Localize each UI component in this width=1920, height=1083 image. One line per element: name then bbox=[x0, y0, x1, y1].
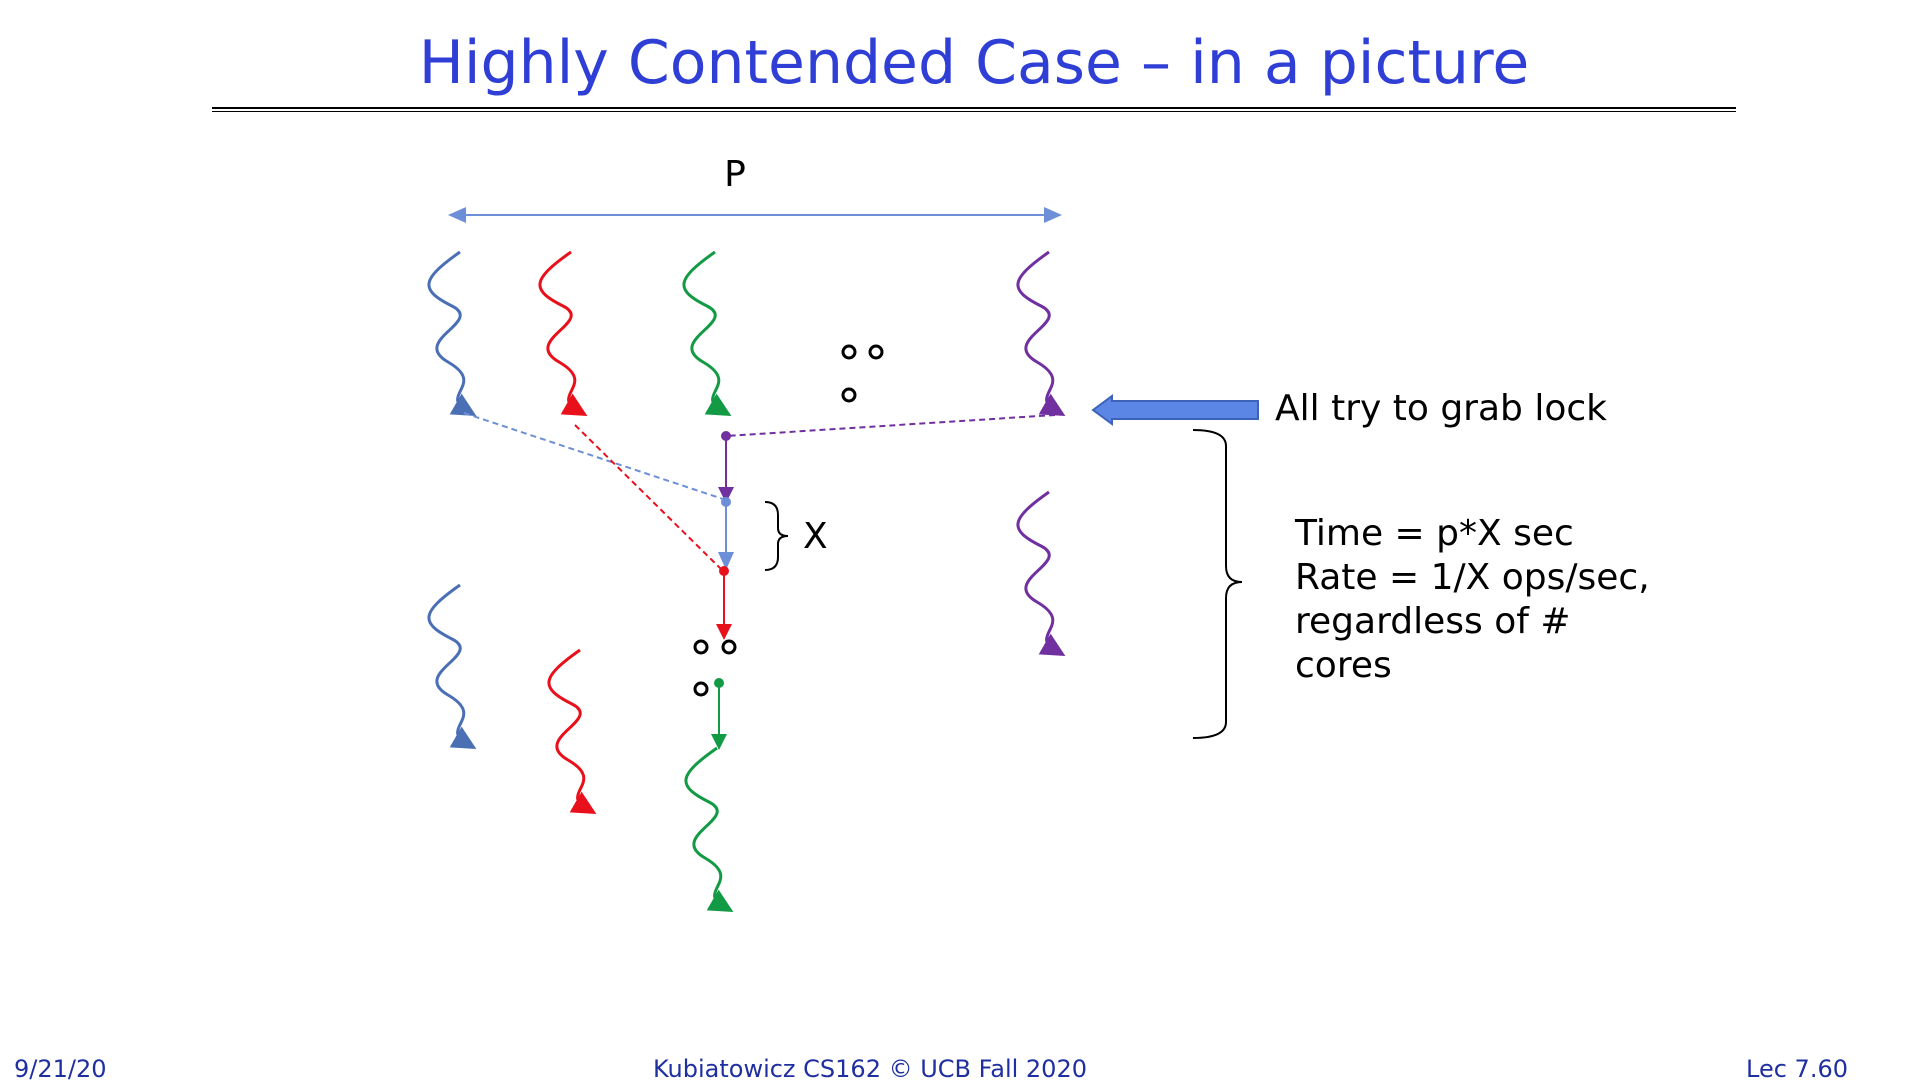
block-arrow-icon bbox=[1091, 394, 1259, 426]
ellipsis-dots-icon bbox=[693, 639, 737, 697]
note-line-rate: Rate = 1/X ops/sec, bbox=[1295, 557, 1650, 598]
dashed-blue bbox=[463, 412, 727, 501]
grab-lock-label: All try to grab lock bbox=[1275, 388, 1607, 429]
dashed-red bbox=[574, 424, 723, 571]
slide-title: Highly Contended Case – in a picture bbox=[418, 28, 1530, 98]
thread-red-top bbox=[538, 250, 588, 417]
note-line-cores: cores bbox=[1295, 645, 1392, 686]
footer-course: Kubiatowicz CS162 © UCB Fall 2020 bbox=[652, 1055, 1087, 1083]
thread-purple-bottom bbox=[1016, 490, 1066, 657]
brace-icon bbox=[1192, 429, 1243, 739]
footer-date: 9/21/20 bbox=[14, 1055, 107, 1083]
ellipsis-dots-icon bbox=[841, 344, 884, 403]
timing-note: Time = p*X sec Rate = 1/X ops/sec, regar… bbox=[1294, 513, 1650, 686]
footer-lecture: Lec 7.60 bbox=[1746, 1055, 1848, 1083]
note-line-regardless: regardless of # bbox=[1295, 601, 1571, 642]
interval-label-x: X bbox=[803, 516, 828, 557]
thread-purple-top bbox=[1016, 250, 1066, 417]
thread-green-bottom bbox=[684, 746, 734, 913]
note-line-time: Time = p*X sec bbox=[1294, 513, 1574, 554]
thread-green-top bbox=[682, 250, 732, 417]
brace-icon bbox=[764, 501, 789, 571]
title-rule bbox=[212, 107, 1736, 109]
thread-blue-top bbox=[427, 250, 477, 417]
title-rule-thin bbox=[212, 111, 1736, 112]
width-label-p: P bbox=[724, 154, 746, 195]
thread-red-bottom bbox=[547, 648, 597, 815]
thread-blue-bottom bbox=[427, 583, 477, 750]
dashed-purple bbox=[725, 414, 1056, 437]
